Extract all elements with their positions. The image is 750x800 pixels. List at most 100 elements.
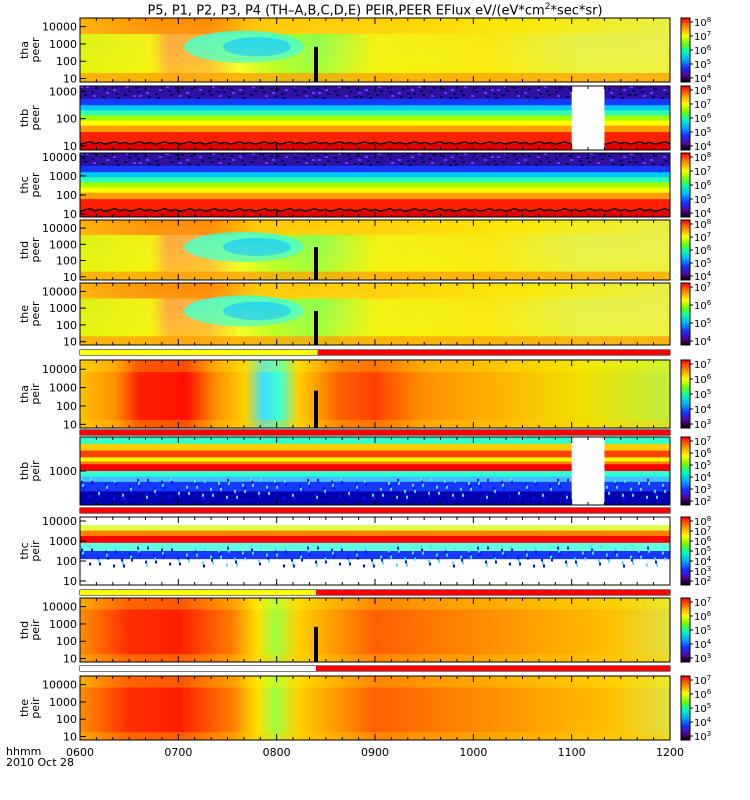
- spectrogram-speckle: [301, 558, 303, 562]
- spectrogram-speckle: [607, 556, 609, 560]
- spectrogram-speckle: [331, 548, 333, 552]
- spectrogram-speckle: [334, 157, 337, 159]
- spectrogram-speckle: [583, 554, 585, 558]
- spectrogram-speckle: [477, 546, 479, 550]
- spectrogram-speckle: [464, 86, 467, 88]
- spectrogram-speckle: [133, 95, 136, 97]
- spectrogram-speckle: [551, 558, 553, 562]
- spectrogram-speckle: [181, 87, 184, 89]
- spectrogram-speckle: [517, 95, 520, 97]
- spectrogram-speckle: [349, 158, 352, 160]
- spectrogram-speckle: [203, 564, 205, 568]
- spectrogram-speckle: [325, 89, 328, 91]
- spectrogram-speckle: [263, 158, 266, 160]
- spectrogram-speckle: [506, 90, 509, 92]
- spectrogram-speckle: [239, 156, 242, 158]
- spectrogram-speckle: [266, 553, 268, 557]
- colorbar-tick-label: 108: [694, 218, 711, 231]
- spectrogram-speckle: [199, 89, 202, 91]
- spectrogram-speckle: [431, 162, 434, 164]
- spectrogram-speckle: [444, 92, 447, 94]
- colorbar-tick-label: 107: [694, 98, 711, 111]
- spectrogram-speckle: [293, 564, 295, 568]
- spectrogram-speckle: [291, 490, 293, 494]
- spectrogram-speckle: [544, 153, 547, 155]
- spectrogram-speckle: [592, 551, 594, 555]
- spectrogram-speckle: [194, 479, 196, 483]
- spectrogram-speckle: [258, 491, 260, 495]
- spectrogram-speckle: [212, 153, 215, 155]
- y-tick-label: 10000: [42, 285, 77, 298]
- spectrogram-speckle: [187, 556, 189, 560]
- spectrogram-speckle: [557, 478, 559, 482]
- spectrogram-speckle: [220, 487, 222, 491]
- spectrogram-speckle: [309, 552, 311, 556]
- spectrogram-speckle: [105, 550, 107, 554]
- spectrogram-row: [80, 177, 670, 183]
- spectrogram-speckle: [475, 158, 478, 160]
- spectrogram-speckle: [86, 153, 89, 155]
- spectrogram-speckle: [197, 97, 200, 99]
- spectrogram-speckle: [444, 547, 446, 551]
- spectrogram-speckle: [363, 496, 365, 500]
- spectrogram-speckle: [402, 155, 405, 157]
- y-axis-label: peer: [29, 105, 42, 131]
- spectrogram-speckle: [135, 87, 138, 89]
- colorbar: [680, 597, 691, 663]
- spectrogram-speckle: [420, 157, 423, 159]
- spectrogram-speckle: [526, 553, 528, 557]
- spectrogram-speckle: [317, 478, 319, 482]
- y-tick-label: 100: [56, 555, 77, 568]
- panel-thc-peir: 10000100010010thcpeir1081071061051041031…: [18, 515, 712, 588]
- spectrogram-speckle: [461, 490, 463, 494]
- y-axis-label: thb: [18, 109, 31, 127]
- spectrogram-speckle: [294, 157, 297, 159]
- spectrogram-speckle: [518, 559, 520, 563]
- spectrogram-row: [80, 443, 670, 452]
- spectrogram-speckle: [133, 162, 136, 164]
- spectrogram-speckle: [169, 562, 171, 566]
- spectrogram-speckle: [497, 156, 500, 158]
- spectrogram-speckle: [243, 554, 245, 558]
- spectrogram-speckle: [204, 547, 206, 551]
- spectrogram-speckle: [475, 91, 478, 93]
- spectrogram-row: [80, 536, 670, 544]
- spectrogram-speckle: [487, 478, 489, 482]
- spectrogram-row: [80, 525, 670, 532]
- spectrogram-speckle: [345, 95, 348, 97]
- spectrogram-speckle: [170, 94, 173, 96]
- spectrogram-speckle: [485, 492, 487, 496]
- spectrogram-speckle: [333, 554, 335, 558]
- y-tick-label: 10000: [42, 222, 77, 235]
- spectrogram-speckle: [437, 556, 439, 560]
- spectrogram-speckle: [186, 92, 189, 94]
- spectrogram-speckle: [80, 153, 83, 155]
- spectrogram-speckle: [610, 159, 613, 161]
- spectrogram-speckle: [162, 483, 164, 487]
- spectrogram-speckle: [550, 555, 552, 559]
- spectrogram-speckle: [429, 494, 431, 498]
- spectrogram-speckle: [99, 494, 101, 498]
- spectrogram-speckle: [250, 477, 252, 481]
- spectrogram-speckle: [663, 156, 666, 158]
- spectrogram-speckle: [663, 89, 666, 91]
- spectrogram-speckle: [80, 545, 82, 549]
- y-tick-label: 1000: [49, 465, 77, 478]
- spectrogram-speckle: [542, 493, 544, 497]
- colorbar-tick-label: 107: [694, 358, 711, 371]
- spectrogram-speckle: [190, 88, 193, 90]
- spectrogram-speckle: [153, 554, 155, 558]
- spectrogram-speckle: [650, 159, 653, 161]
- colorbar-tick-label: 106: [694, 688, 712, 701]
- spectrogram-speckle: [590, 153, 593, 155]
- spectrogram-speckle: [276, 485, 278, 489]
- spectrogram-speckle: [430, 477, 432, 481]
- spectrogram-speckle: [316, 495, 318, 499]
- spectrogram-speckle: [268, 491, 270, 495]
- spectrogram-speckle: [478, 549, 480, 553]
- spectrogram-speckle: [380, 555, 382, 559]
- spectrogram-speckle: [243, 97, 246, 99]
- y-tick-label: 1000: [49, 85, 77, 98]
- spectrogram-speckle: [106, 159, 109, 161]
